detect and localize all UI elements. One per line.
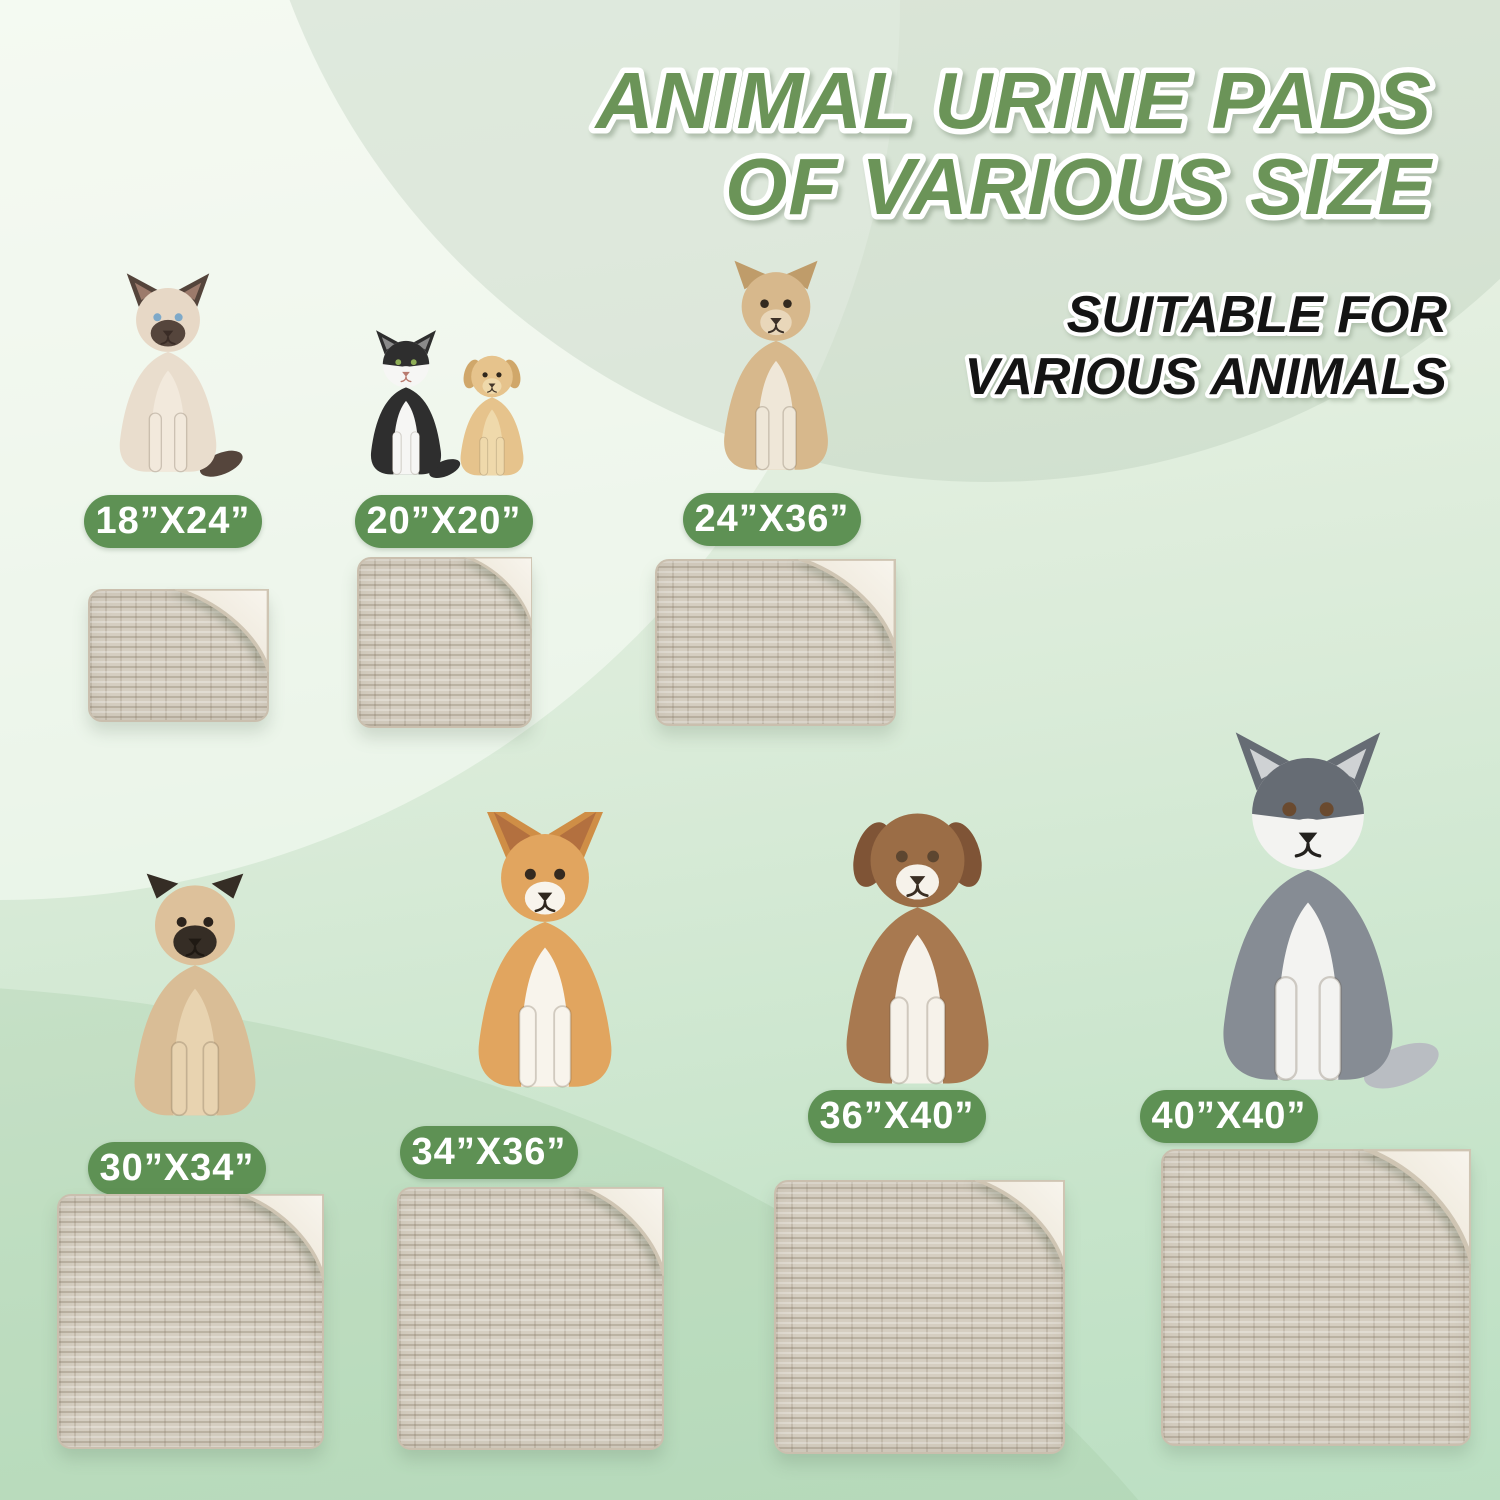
size-badge-40x40: 40”X40” — [1140, 1090, 1318, 1143]
pad-24x36 — [655, 559, 896, 726]
page-title-line1: ANIMAL URINE PADS — [594, 56, 1432, 145]
figure-siberian-husky — [1168, 730, 1448, 1103]
page-subtitle-line1: SUITABLE FOR — [1067, 286, 1448, 344]
pad-18x24 — [88, 589, 269, 722]
page-subtitle-line2: VARIOUS ANIMALS — [965, 348, 1448, 406]
size-badge-30x34: 30”X34” — [88, 1142, 266, 1195]
heading-block: ANIMAL URINE PADS OF VARIOUS SIZE SUITAB… — [588, 51, 1451, 411]
pad-20x20 — [357, 557, 532, 728]
page-title-line2: OF VARIOUS SIZE — [725, 142, 1434, 231]
figure-australian-shepherd — [800, 790, 1035, 1103]
figure-labrador-puppy — [440, 302, 544, 484]
figure-tuxedo-cat — [348, 262, 464, 484]
pad-36x40 — [774, 1180, 1065, 1454]
size-badge-18x24: 18”X24” — [84, 495, 262, 548]
pad-40x40 — [1161, 1149, 1471, 1446]
figure-pug — [95, 865, 295, 1132]
pad-folded-corner — [238, 1194, 324, 1281]
figure-cat-and-puppy — [348, 262, 548, 484]
pad-folded-corner — [798, 559, 896, 652]
pad-folded-corner — [175, 589, 269, 673]
pad-folded-corner — [578, 1187, 664, 1276]
pad-folded-corner — [464, 557, 532, 629]
pad-30x34 — [57, 1194, 324, 1449]
size-badge-34x36: 34”X36” — [400, 1126, 578, 1179]
figure-tan-dog — [690, 255, 862, 484]
size-badge-36x40: 36”X40” — [808, 1090, 986, 1143]
size-badge-24x36: 24”X36” — [683, 493, 861, 546]
pad-34x36 — [397, 1187, 664, 1450]
size-badge-20x20: 20”X20” — [355, 495, 533, 548]
pad-folded-corner — [1363, 1149, 1471, 1264]
figure-siamese-cat — [88, 272, 248, 485]
figure-corgi — [435, 812, 655, 1105]
pad-folded-corner — [975, 1180, 1065, 1270]
